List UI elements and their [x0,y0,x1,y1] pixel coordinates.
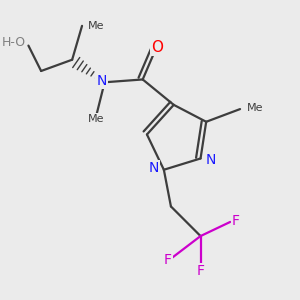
Text: N: N [97,74,107,88]
Text: Me: Me [88,21,104,31]
Text: Me: Me [88,114,104,124]
Text: Me: Me [247,103,264,113]
Text: F: F [232,214,240,227]
Text: O: O [151,40,163,55]
Text: F: F [164,253,172,267]
Text: F: F [196,264,205,278]
Text: N: N [149,161,159,175]
Text: H-O: H-O [2,36,26,49]
Text: N: N [205,153,216,167]
